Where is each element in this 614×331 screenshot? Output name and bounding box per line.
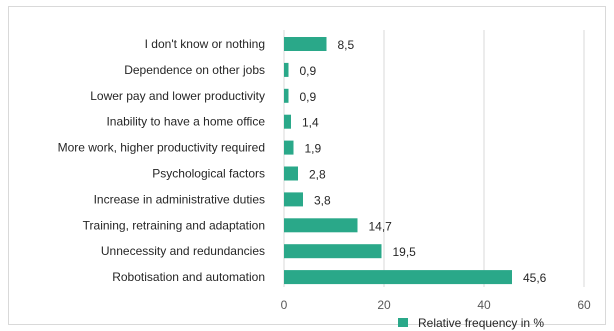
- category-label: Increase in administrative duties: [94, 192, 265, 206]
- bar: [284, 62, 289, 77]
- bar: [284, 114, 291, 129]
- category-label: Lower pay and lower productivity: [90, 89, 265, 103]
- x-tick-label: 40: [477, 298, 491, 312]
- data-label: 2,8: [309, 168, 326, 182]
- category-label: Training, retraining and adaptation: [83, 218, 265, 232]
- data-label: 3,8: [314, 193, 331, 207]
- category-labels: I don't know or nothing Dependence on oth…: [58, 37, 266, 284]
- data-label: 1,9: [305, 142, 322, 156]
- bar: [284, 218, 358, 233]
- bar: [284, 192, 303, 207]
- x-tick-label: 0: [281, 298, 288, 312]
- category-label: Psychological factors: [152, 167, 265, 181]
- bar: [284, 88, 289, 103]
- data-label: 0,9: [300, 90, 317, 104]
- category-label: Unnecessity and redundancies: [101, 244, 265, 258]
- data-label: 1,4: [302, 116, 319, 130]
- bar: [284, 244, 382, 259]
- bar: [284, 140, 294, 155]
- legend: Relative frequency in %: [398, 316, 544, 330]
- value-labels: 8,5 0,9 0,9 1,4 1,9 2,8 3,8 14,719,5 45,6: [300, 38, 547, 285]
- data-label: 8,5: [338, 38, 355, 52]
- category-label: Inability to have a home office: [106, 115, 265, 129]
- x-tick-label: 60: [577, 298, 591, 312]
- category-label: Dependence on other jobs: [124, 63, 265, 77]
- x-tick-label: 20: [377, 298, 391, 312]
- category-label: More work, higher productivity required: [58, 141, 265, 155]
- bar: [284, 166, 298, 181]
- bars: [284, 37, 512, 285]
- bar: [284, 270, 512, 285]
- data-label: 0,9: [300, 64, 317, 78]
- legend-label: Relative frequency in %: [418, 316, 544, 330]
- category-label: Robotisation and automation: [112, 270, 265, 284]
- data-label: 19,5: [393, 245, 417, 259]
- legend-swatch: [398, 318, 408, 327]
- bar: [284, 37, 327, 51]
- category-label: I don't know or nothing: [145, 37, 265, 51]
- x-axis-ticks: 0 20 40 60: [281, 298, 591, 312]
- data-label: 45,6: [523, 271, 547, 285]
- data-label: 14,7: [369, 219, 393, 233]
